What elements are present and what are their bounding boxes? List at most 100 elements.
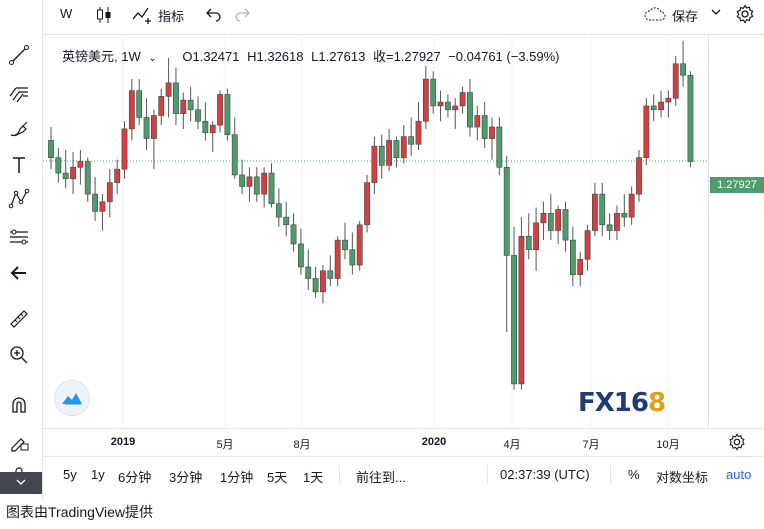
footer-credit: 图表由TradingView提供 [6, 504, 154, 520]
range-1y-button[interactable]: 1y [91, 467, 105, 482]
drawing-toolbar [0, 0, 43, 500]
magnet-icon[interactable] [6, 392, 32, 418]
settings-gear-icon[interactable] [735, 4, 755, 27]
candle [356, 220, 363, 271]
collapse-toolbar-button[interactable] [0, 472, 42, 494]
last-price-tag: 1.27927 [710, 177, 764, 193]
zoom-in-icon[interactable] [6, 342, 32, 368]
candle [364, 174, 370, 233]
candle [327, 255, 334, 287]
range-5d-button[interactable]: 5天 [267, 470, 288, 485]
candle [459, 86, 466, 114]
candle [547, 194, 554, 241]
candle [518, 217, 525, 390]
candle [386, 128, 392, 172]
candle [239, 159, 245, 195]
candle [650, 94, 657, 122]
trend-line-icon[interactable] [6, 42, 32, 68]
candle [106, 169, 113, 218]
candle [672, 56, 679, 106]
goto-date-button[interactable]: 前往到... [356, 470, 406, 485]
candle [114, 159, 121, 195]
redo-icon[interactable] [234, 6, 250, 25]
candle [180, 92, 187, 129]
candle [577, 251, 584, 287]
utc-clock[interactable]: 02:37:39 (UTC) [500, 467, 590, 482]
candle [643, 98, 650, 166]
pitchfork-icon[interactable] [6, 80, 32, 106]
indicators-icon[interactable] [132, 5, 154, 28]
range-1d-button[interactable]: 1天 [303, 470, 324, 485]
candle [481, 102, 488, 149]
time-axis[interactable]: 2019 5月 8月 2020 4月 7月 10月 [43, 428, 708, 455]
range-6m-button[interactable]: 6分钟 [118, 470, 152, 485]
candle [393, 136, 400, 168]
candle [77, 150, 84, 185]
candle [217, 90, 223, 133]
fx168-watermark: FX168 [578, 388, 666, 418]
candle [503, 155, 510, 333]
candle [371, 136, 378, 195]
candle [320, 265, 326, 304]
candle [591, 182, 598, 237]
candle [415, 102, 422, 151]
pattern-icon[interactable] [6, 186, 32, 212]
price-scale[interactable] [708, 35, 764, 428]
chart-pane[interactable] [43, 35, 708, 428]
symbol-name[interactable]: 英镑美元, 1W [62, 49, 141, 64]
chevron-down-icon[interactable] [710, 6, 722, 21]
candle [187, 86, 194, 122]
lock-drawings-icon[interactable] [6, 428, 32, 454]
ruler-icon[interactable] [6, 306, 32, 332]
legend-change: −0.04761 (−3.59%) [448, 49, 560, 64]
tradingview-logo-icon[interactable] [54, 380, 90, 416]
legend-close: 收=1.27927 [372, 49, 441, 64]
divider [610, 465, 611, 483]
candle [658, 90, 664, 118]
undo-icon[interactable] [206, 6, 222, 25]
candle [48, 127, 54, 170]
brush-icon[interactable] [6, 116, 32, 142]
candle [84, 157, 91, 202]
bottom-toolbar: 5y 1y 6分钟 3分钟 1分钟 5天 1天 前往到... 02:37:39 … [43, 456, 764, 491]
interval-button[interactable]: W [60, 6, 73, 21]
candle [540, 201, 547, 241]
percent-toggle[interactable]: % [628, 467, 640, 482]
range-3m-button[interactable]: 3分钟 [169, 470, 203, 485]
candle [136, 79, 143, 126]
time-label: 8月 [293, 439, 311, 451]
candle [312, 266, 319, 298]
candlestick-chart[interactable] [43, 35, 708, 428]
back-arrow-icon[interactable] [6, 260, 32, 286]
axis-settings-button[interactable] [709, 428, 764, 455]
candlestick-icon[interactable] [95, 5, 113, 28]
candle [628, 186, 635, 225]
save-button[interactable]: 保存 [672, 9, 699, 24]
range-1m-button[interactable]: 1分钟 [220, 470, 254, 485]
chevron-down-icon[interactable]: ⌄ [148, 53, 157, 64]
candle [261, 167, 268, 208]
candle [173, 67, 179, 126]
candle [525, 213, 532, 260]
candle [121, 121, 128, 179]
candle [158, 88, 165, 126]
candle [452, 98, 459, 129]
text-tool-icon[interactable] [6, 152, 32, 178]
candle [533, 207, 539, 271]
candle [606, 213, 613, 241]
measure-projection-icon[interactable] [6, 224, 32, 250]
legend-open: O1.32471 [182, 49, 240, 64]
candle [555, 205, 562, 244]
candle [584, 224, 591, 271]
log-scale-toggle[interactable]: 对数坐标 [656, 470, 709, 485]
cloud-icon[interactable] [643, 6, 667, 25]
candle [253, 167, 260, 202]
divider [339, 465, 340, 483]
candle [224, 88, 231, 141]
candle [680, 40, 686, 87]
candle [636, 150, 642, 202]
legend-low: L1.27613 [311, 49, 366, 64]
indicators-button[interactable]: 指标 [158, 9, 185, 24]
range-5y-button[interactable]: 5y [63, 467, 77, 482]
auto-scale-toggle[interactable]: auto [726, 467, 752, 482]
